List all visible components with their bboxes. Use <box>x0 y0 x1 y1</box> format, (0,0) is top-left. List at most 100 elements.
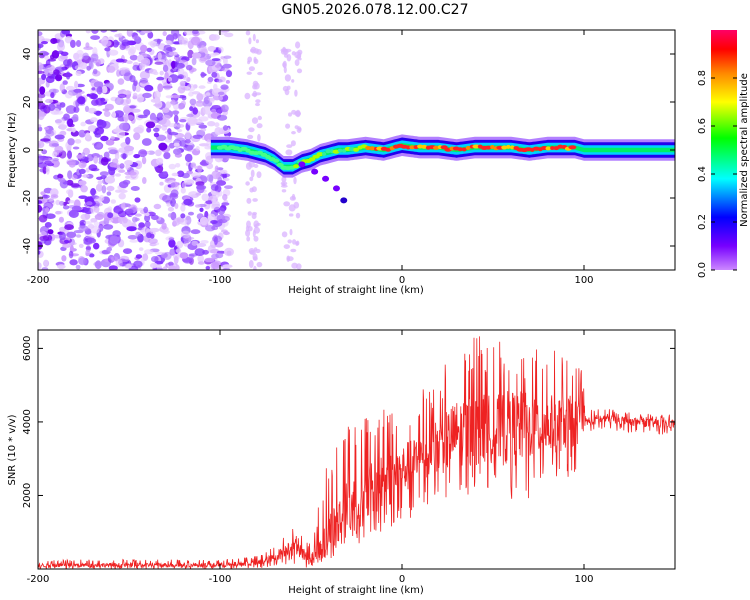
noise-speck <box>197 261 205 265</box>
noise-speck <box>222 264 233 269</box>
noise-speck <box>90 117 98 123</box>
noise-speck <box>288 204 296 212</box>
ridge-hotspot <box>325 149 331 154</box>
noise-speck <box>38 214 48 223</box>
noise-speck <box>163 251 172 260</box>
noise-speck <box>65 91 73 99</box>
noise-speck <box>250 169 255 178</box>
noise-speck <box>176 248 182 254</box>
noise-speck <box>180 230 191 239</box>
noise-speck <box>91 87 96 91</box>
noise-speck <box>38 70 45 74</box>
spectrogram-y-tick-label: 20 <box>22 96 33 109</box>
noise-speck <box>195 204 201 208</box>
spectrogram-y-tick-label: -20 <box>22 190 33 206</box>
noise-speck <box>100 97 106 102</box>
ridge-hotspot <box>293 164 300 169</box>
noise-speck <box>217 114 228 121</box>
noise-speck <box>292 239 297 245</box>
noise-speck <box>285 123 291 129</box>
noise-speck <box>210 184 219 191</box>
noise-speck <box>294 89 298 97</box>
noise-speck <box>162 107 170 113</box>
colorbar-tick-label: 0.8 <box>697 70 708 86</box>
noise-speck <box>280 181 288 186</box>
noise-speck <box>78 180 87 186</box>
noise-speck <box>162 81 172 91</box>
ridge-hotspot <box>273 158 280 163</box>
noise-speck <box>252 229 256 238</box>
noise-speck <box>211 71 218 78</box>
noise-speck <box>38 124 42 128</box>
noise-speck <box>54 145 64 153</box>
noise-speck <box>139 70 150 80</box>
noise-speck <box>245 225 249 232</box>
noise-speck <box>140 44 148 53</box>
noise-speck <box>285 149 293 156</box>
noise-speck <box>162 171 168 176</box>
noise-speck <box>211 105 221 109</box>
noise-speck <box>110 136 115 140</box>
noise-speck <box>210 108 217 114</box>
noise-speck <box>209 99 215 103</box>
noise-speck <box>164 72 169 80</box>
noise-speck <box>93 81 104 88</box>
noise-speck <box>135 213 142 217</box>
noise-speck <box>38 204 43 213</box>
noise-speck <box>214 127 223 135</box>
noise-speck <box>195 181 205 187</box>
noise-speck <box>112 158 119 164</box>
snr-x-tick-label: 100 <box>574 574 593 585</box>
noise-speck <box>196 93 204 101</box>
noise-speck <box>104 103 114 111</box>
noise-speck <box>191 57 197 66</box>
ridge-hotspot <box>316 152 324 157</box>
ridge-hotspot <box>321 152 327 156</box>
noise-speck <box>204 257 215 263</box>
noise-speck <box>93 261 101 267</box>
spectrogram-y-tick-label: 40 <box>22 48 33 61</box>
noise-speck <box>192 134 203 139</box>
noise-speck <box>76 234 82 238</box>
noise-speck <box>147 238 158 244</box>
noise-speck <box>119 122 130 131</box>
noise-speck <box>149 227 160 233</box>
noise-speck <box>41 73 47 81</box>
noise-speck <box>225 80 230 84</box>
noise-speck <box>92 47 98 56</box>
ridge-hotspot <box>405 145 411 150</box>
noise-speck <box>199 216 209 226</box>
noise-speck <box>222 177 230 182</box>
noise-speck <box>222 57 228 65</box>
noise-speck <box>179 119 187 123</box>
noise-speck <box>53 110 64 115</box>
noise-speck <box>288 112 292 117</box>
noise-speck <box>115 58 125 63</box>
noise-speck <box>55 210 62 215</box>
colorbar-tick-label: 0.6 <box>697 118 708 134</box>
noise-speck <box>38 262 42 270</box>
noise-speck <box>252 33 256 42</box>
noise-speck <box>129 54 138 61</box>
noise-speck <box>201 159 207 165</box>
noise-speck <box>91 99 99 106</box>
noise-speck <box>144 84 154 92</box>
noise-speck <box>170 94 181 99</box>
noise-speck <box>168 132 179 136</box>
noise-speck <box>87 125 97 132</box>
noise-speck <box>171 172 179 177</box>
noise-speck <box>190 229 201 235</box>
noise-speck <box>88 92 97 100</box>
noise-speck <box>168 265 177 270</box>
noise-speck <box>40 138 51 142</box>
noise-speck <box>138 222 146 229</box>
noise-speck <box>63 239 70 244</box>
noise-speck <box>59 83 65 92</box>
noise-speck <box>96 143 102 148</box>
ridge-hotspot <box>490 145 495 149</box>
noise-speck <box>38 200 43 204</box>
noise-speck <box>130 186 140 191</box>
colorbar-label: Normalized spectral amplitude <box>739 73 750 227</box>
noise-speck <box>162 114 171 120</box>
noise-speck <box>121 202 126 210</box>
